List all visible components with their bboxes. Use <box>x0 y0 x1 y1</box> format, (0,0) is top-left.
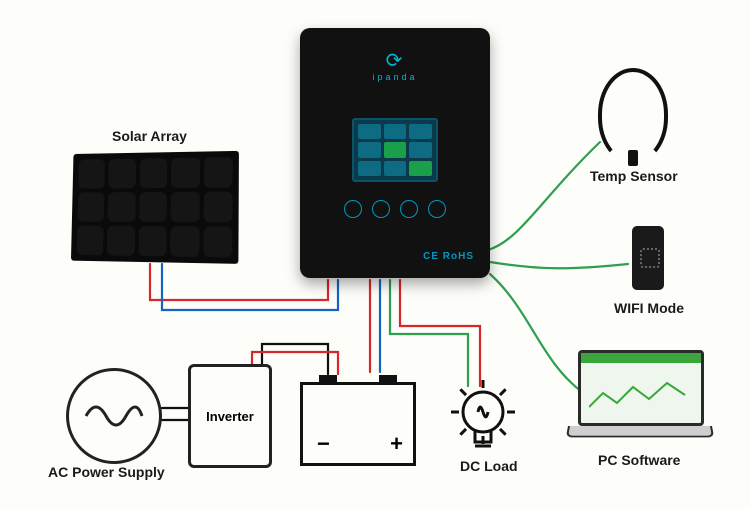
controller-button-icon <box>372 200 390 218</box>
laptop-node <box>568 350 708 440</box>
battery-node: − + <box>300 382 416 466</box>
temp-sensor-icon <box>598 68 668 164</box>
controller-button-icon <box>428 200 446 218</box>
solar-array-label: Solar Array <box>112 128 187 144</box>
laptop-icon <box>568 350 708 440</box>
dc-load-node <box>450 372 516 467</box>
charge-controller-node: ⟳ ipanda CE RoHS <box>300 28 490 278</box>
inverter-label: Inverter <box>206 409 254 424</box>
ac-supply-icon <box>66 368 162 464</box>
battery-icon: − + <box>300 382 416 466</box>
ac-supply-label: AC Power Supply <box>48 464 165 480</box>
wifi-mode-label: WIFI Mode <box>614 300 684 316</box>
controller-brand: ipanda <box>300 72 490 82</box>
inverter-box: Inverter <box>188 364 272 468</box>
battery-minus-icon: − <box>317 431 330 457</box>
controller-button-icon <box>400 200 418 218</box>
controller-button-icon <box>344 200 362 218</box>
controller-logo-icon: ⟳ <box>300 48 490 73</box>
controller-buttons <box>300 200 490 218</box>
controller-screen <box>352 118 438 182</box>
controller-body: ⟳ ipanda CE RoHS <box>300 28 490 278</box>
battery-plus-icon: + <box>390 431 403 457</box>
temp-sensor-node <box>598 68 668 164</box>
temp-sensor-label: Temp Sensor <box>590 168 678 184</box>
wifi-dongle-icon <box>632 226 664 290</box>
inverter-node: Inverter <box>188 364 272 468</box>
solar-array-node <box>68 152 238 262</box>
pc-software-label: PC Software <box>598 452 680 468</box>
dc-load-label: DC Load <box>460 458 518 474</box>
diagram-stage: Solar Array ⟳ ipanda CE RoHS Temp Sensor <box>0 0 750 509</box>
controller-cert-label: CE RoHS <box>423 251 474 262</box>
ac-supply-node <box>66 368 162 464</box>
bulb-icon <box>450 372 516 462</box>
wifi-dongle-node <box>632 226 664 290</box>
solar-panel-graphic <box>71 151 239 264</box>
laptop-chart-icon <box>589 373 689 413</box>
